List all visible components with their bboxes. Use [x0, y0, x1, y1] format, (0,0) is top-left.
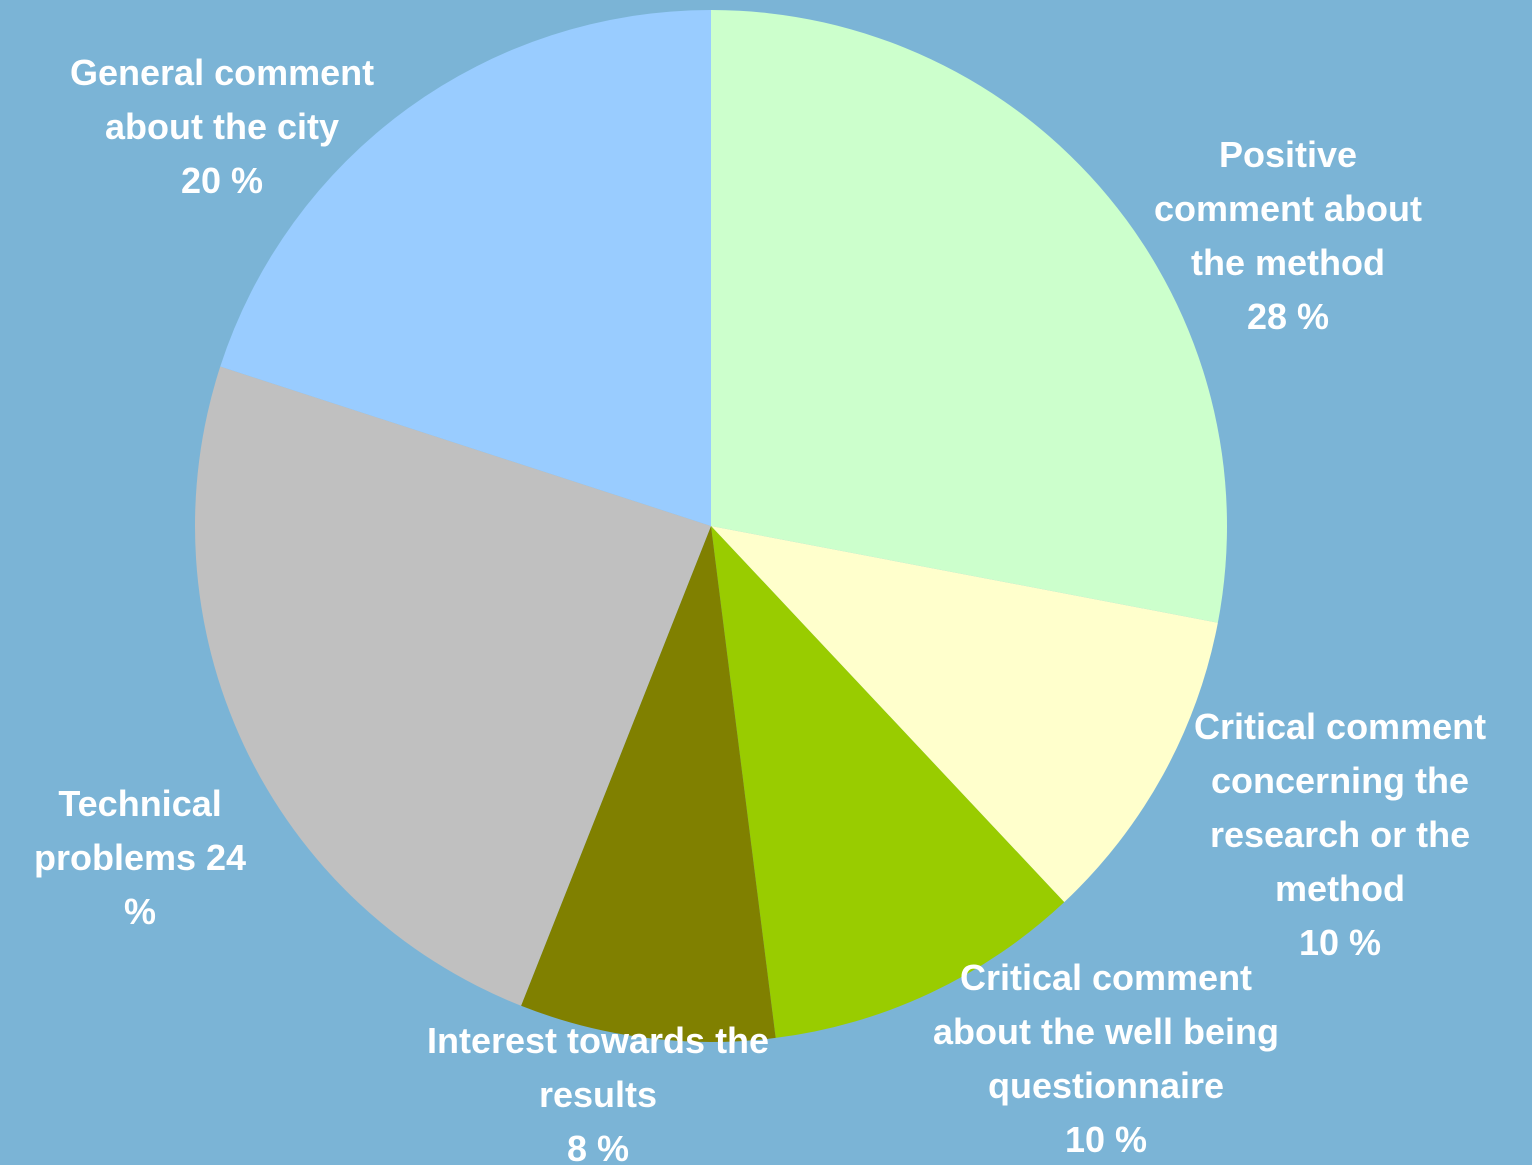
label-line: Critical comment [1194, 706, 1487, 747]
slice-label-critical-research: Critical comment concerning the research… [1194, 700, 1486, 970]
pie-slice-3 [521, 526, 776, 1042]
slice-label-critical-questionnaire: Critical comment about the well being qu… [933, 951, 1279, 1165]
label-line: General comment [70, 52, 375, 93]
label-line: method [1275, 868, 1406, 909]
pie-slice-2 [711, 526, 1065, 1038]
label-line: results [539, 1074, 658, 1115]
slice-label-general-comment: General comment about the city 20 % [70, 46, 374, 208]
label-value: 8 % [567, 1128, 630, 1165]
pie-slice-1 [711, 526, 1218, 903]
label-value: % [124, 891, 157, 932]
label-value: 10 % [1299, 922, 1382, 963]
slice-label-interest-results: Interest towards the results 8 % [427, 1014, 769, 1165]
label-line: comment about [1154, 188, 1423, 229]
label-line: problems 24 [34, 837, 247, 878]
label-value: 10 % [1064, 1119, 1148, 1160]
label-line: Critical comment [959, 957, 1253, 998]
label-line: Technical [58, 783, 222, 824]
slice-label-technical-problems: Technical problems 24 % [34, 777, 246, 939]
label-line: Positive [1218, 134, 1358, 175]
label-value: 20 % [181, 160, 264, 201]
slice-label-positive-comment: Positive comment about the method 28 % [1154, 128, 1422, 344]
pie-slice-0 [711, 10, 1227, 623]
label-line: concerning the [1211, 760, 1470, 801]
label-line: the method [1191, 242, 1385, 283]
label-line: research or the [1209, 814, 1471, 855]
label-line: Interest towards the [427, 1020, 770, 1061]
label-value: 28 % [1246, 296, 1330, 337]
label-line: about the city [105, 106, 340, 147]
label-line: about the well being [933, 1011, 1280, 1052]
pie-slice-4 [194, 366, 712, 1006]
label-line: questionnaire [987, 1065, 1225, 1106]
pie-slice-5 [220, 10, 711, 526]
